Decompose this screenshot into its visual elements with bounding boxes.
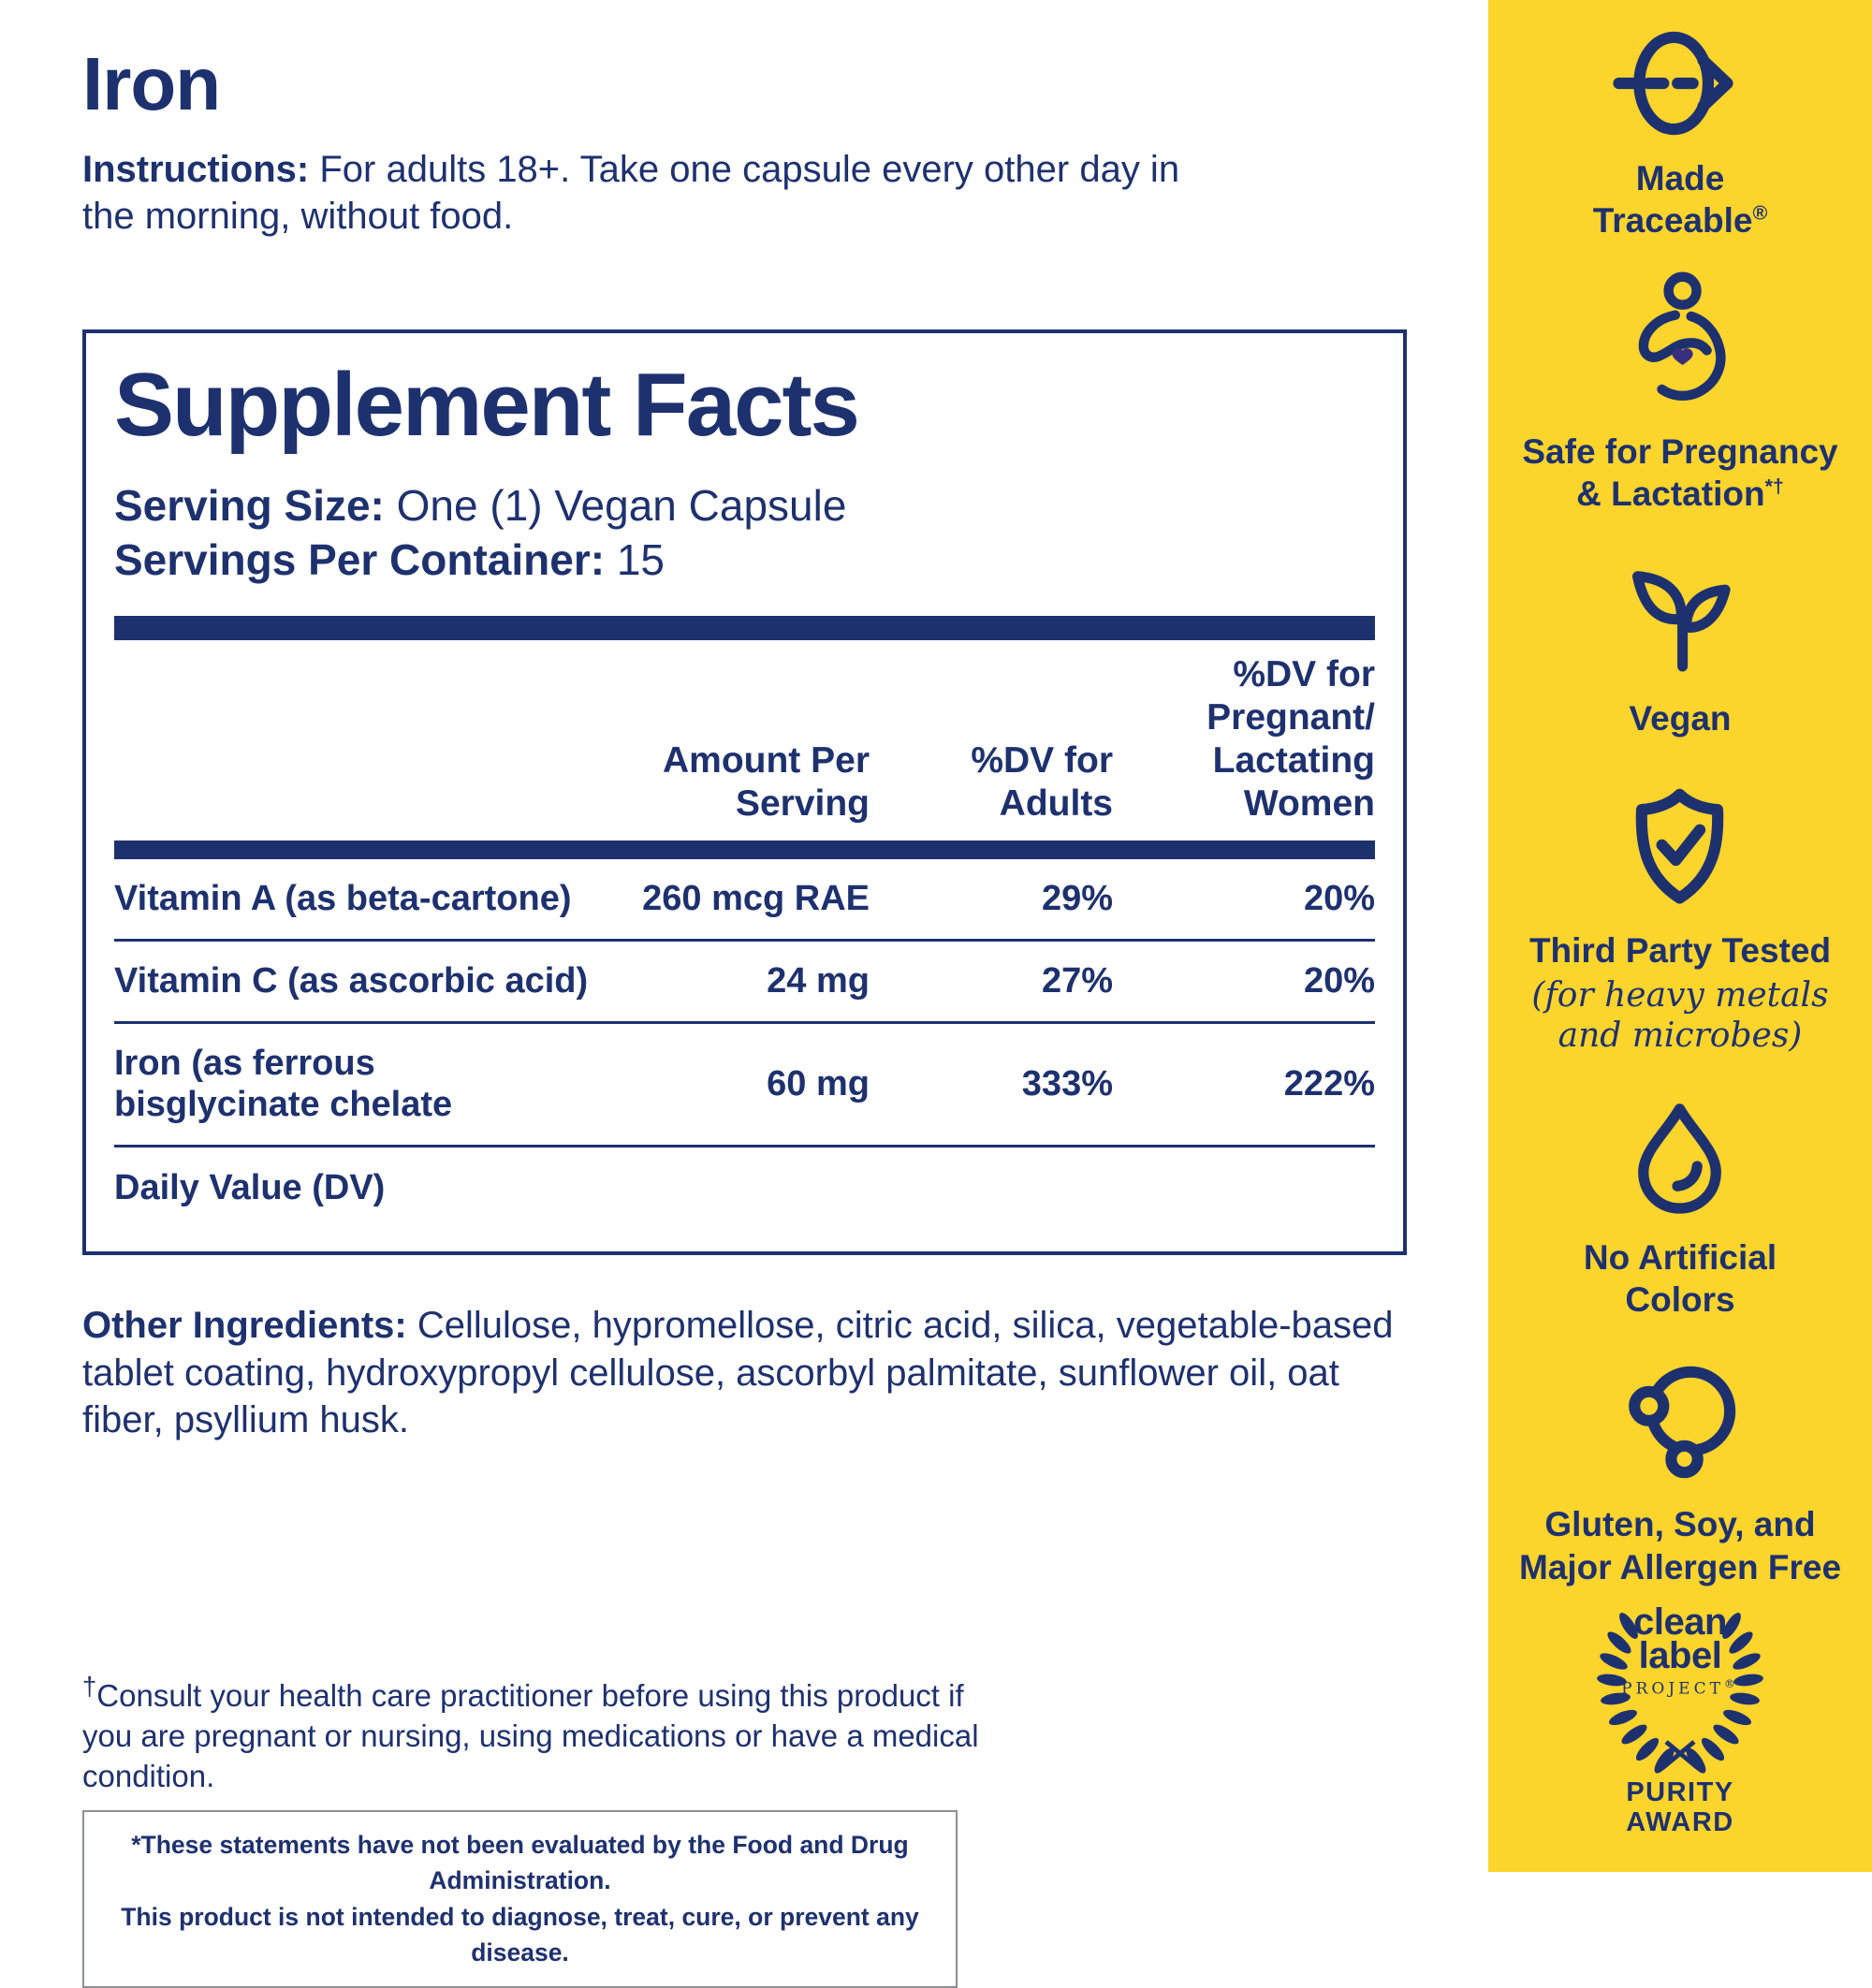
shield-check-icon (1616, 784, 1743, 911)
header-dv-adults: %DV for Adults (971, 739, 1113, 824)
instructions-label: Instructions: (82, 149, 310, 190)
consult-footnote: †Consult your health care practitioner b… (82, 1672, 979, 1794)
badge-sublabel: (for heavy metals and microbes) (1531, 975, 1829, 1055)
nutrient-dv-adults: 333% (1021, 1063, 1113, 1104)
header-amount-per-serving: Amount Per Serving (662, 739, 870, 824)
nutrient-dv-pregnant: 20% (1303, 878, 1375, 918)
supplement-label: Iron Instructions: For adults 18+. Take … (82, 0, 1872, 1988)
fda-disclaimer-line1: *These statements have not been evaluate… (131, 1831, 909, 1895)
other-ingredients: Other Ingredients: Cellulose, hypromello… (82, 1305, 1394, 1440)
dagger-symbol: † (82, 1672, 97, 1702)
header-dv-pregnant: %DV for Pregnant/ Lactating Women (1207, 653, 1375, 824)
clean-label-project-seal: clean label PROJECT® (1563, 1603, 1797, 1774)
badge-no-artificial-colors: No Artificial Colors (1584, 1101, 1777, 1321)
supplement-facts-title: Supplement Facts (114, 355, 860, 455)
label-main-panel: Iron Instructions: For adults 18+. Take … (82, 42, 1407, 1988)
nutrient-amount: 60 mg (767, 1063, 870, 1104)
vegan-icon (1619, 557, 1741, 679)
fda-disclaimer-box: *These statements have not been evaluate… (82, 1810, 958, 1988)
badge-made-traceable: Made Traceable® (1592, 28, 1768, 241)
badge-label: Vegan (1629, 698, 1732, 738)
badge-label: No Artificial Colors (1583, 1238, 1777, 1320)
nutrient-amount: 260 mcg RAE (642, 878, 870, 918)
badge-third-party-tested: Third Party Tested (for heavy metals and… (1529, 784, 1831, 1057)
nutrient-dv-adults: 29% (1041, 878, 1113, 918)
badge-label: Third Party Tested (1528, 930, 1832, 970)
badge-label: Gluten, Soy, and Major Allergen Free (1518, 1505, 1842, 1586)
nutrient-name: Vitamin C (as ascorbic acid) (114, 960, 589, 1001)
other-ingredients-label: Other Ingredients: (82, 1305, 407, 1347)
badge-pregnancy-safe: Safe for Pregnancy & Lactation*† (1522, 270, 1838, 515)
facts-table-header: Amount Per Serving %DV for Adults %DV fo… (114, 653, 1375, 841)
pregnancy-safe-icon (1619, 270, 1741, 412)
supplement-facts-panel: Supplement Facts Serving Size: One (1) V… (82, 329, 1407, 1256)
nutrient-dv-pregnant: 20% (1303, 960, 1375, 1001)
clean-label-wordmark: clean label PROJECT® (1621, 1601, 1739, 1699)
daily-value-note: Daily Value (DV) (114, 1145, 1375, 1231)
allergen-free-icon (1617, 1358, 1744, 1484)
servings-per-container: Servings Per Container: 15 (114, 534, 665, 584)
badge-allergen-free: Gluten, Soy, and Major Allergen Free (1519, 1358, 1841, 1587)
badge-vegan: Vegan (1619, 557, 1741, 739)
nutrient-name: Vitamin A (as beta-cartone) (114, 878, 572, 918)
badge-label: Safe for Pregnancy & Lactation*† (1522, 432, 1838, 514)
nutrient-amount: 24 mg (767, 960, 870, 1001)
fda-disclaimer-line2: This product is not intended to diagnose… (121, 1902, 919, 1967)
divider-header-bar (114, 840, 1375, 859)
droplet-icon (1621, 1101, 1738, 1218)
traceable-icon (1610, 28, 1750, 139)
nutrient-dv-pregnant: 222% (1283, 1063, 1375, 1104)
table-row: Vitamin A (as beta-cartone) 260 mcg RAE … (114, 859, 1375, 939)
table-row: Iron (as ferrous bisglycinate chelate 60… (114, 1020, 1375, 1146)
divider-thick-bar (114, 615, 1375, 640)
nutrient-name: Iron (as ferrous bisglycinate chelate (114, 1043, 453, 1125)
serving-size: Serving Size: One (1) Vegan Capsule (114, 480, 847, 530)
badge-label: Made Traceable® (1592, 159, 1768, 241)
nutrient-dv-adults: 27% (1041, 960, 1113, 1001)
table-row: Vitamin C (as ascorbic acid) 24 mg 27% 2… (114, 938, 1375, 1021)
instructions-text: Instructions: For adults 18+. Take one c… (82, 149, 1180, 237)
benefits-sidebar: Made Traceable® Safe for Pregnancy & Lac… (1488, 0, 1872, 1872)
product-title: Iron (82, 42, 221, 125)
purity-award-label: PURITY AWARD (1626, 1776, 1734, 1838)
